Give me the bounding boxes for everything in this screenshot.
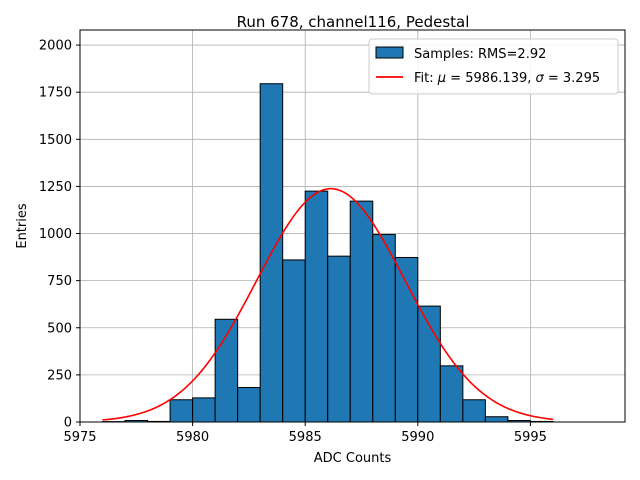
legend-histogram-label: Samples: RMS=2.92 [414, 47, 546, 62]
y-tick-label: 1000 [39, 227, 72, 242]
x-tick-label: 5990 [401, 430, 434, 445]
fit-curve [102, 187, 554, 421]
x-tick-label: 5975 [63, 430, 96, 445]
y-tick-label: 2000 [39, 39, 72, 54]
y-tick-label: 500 [47, 321, 72, 336]
chart-title: Run 678, channel116, Pedestal [237, 13, 470, 31]
legend-fit-mu-symbol: μ [437, 71, 446, 86]
x-axis-label: ADC Counts [314, 451, 392, 466]
legend-fit-label: Fit: μ = 5986.139, σ = 3.295 [414, 71, 600, 86]
y-tick-label: 0 [64, 416, 72, 431]
legend-box [368, 38, 619, 95]
histogram-bar [439, 365, 464, 423]
histogram-bar [327, 255, 351, 423]
y-tick-label: 750 [47, 274, 72, 289]
x-axis-ticks: 5975 5980 5985 5990 5995 [63, 422, 547, 445]
x-tick-label: 5995 [514, 430, 547, 445]
histogram-bar [282, 259, 306, 423]
x-tick-label: 5980 [176, 430, 209, 445]
histogram-bar [372, 233, 396, 423]
y-axis-label: Entries [15, 203, 30, 249]
histogram-bars [102, 83, 554, 423]
y-tick-label: 250 [47, 368, 72, 383]
fit-curve-group [102, 187, 554, 421]
histogram-bar [484, 416, 509, 423]
histogram-bar [304, 190, 329, 423]
y-tick-label: 1500 [39, 133, 72, 148]
legend-fit-prefix: Fit: [414, 71, 438, 86]
histogram-bar [349, 200, 374, 423]
histogram-bar [169, 399, 194, 423]
histogram-bar [237, 387, 261, 423]
legend-fit-mu-value: = 5986.139, [446, 71, 535, 86]
legend: Samples: RMS=2.92 Fit: μ = 5986.139, σ =… [368, 38, 619, 95]
legend-histogram-swatch [375, 46, 404, 59]
y-tick-label: 1750 [39, 86, 72, 101]
y-axis-ticks: 0 250 500 750 1000 1250 1500 1750 2000 [39, 39, 80, 431]
histogram-bar [462, 399, 486, 423]
plot-frame [79, 29, 626, 423]
histogram-bar [192, 397, 216, 423]
legend-fit-sigma-symbol: σ [536, 71, 545, 86]
legend-fit-sigma-value: = 3.295 [544, 71, 600, 86]
y-tick-label: 1250 [39, 180, 72, 195]
x-tick-label: 5985 [289, 430, 322, 445]
